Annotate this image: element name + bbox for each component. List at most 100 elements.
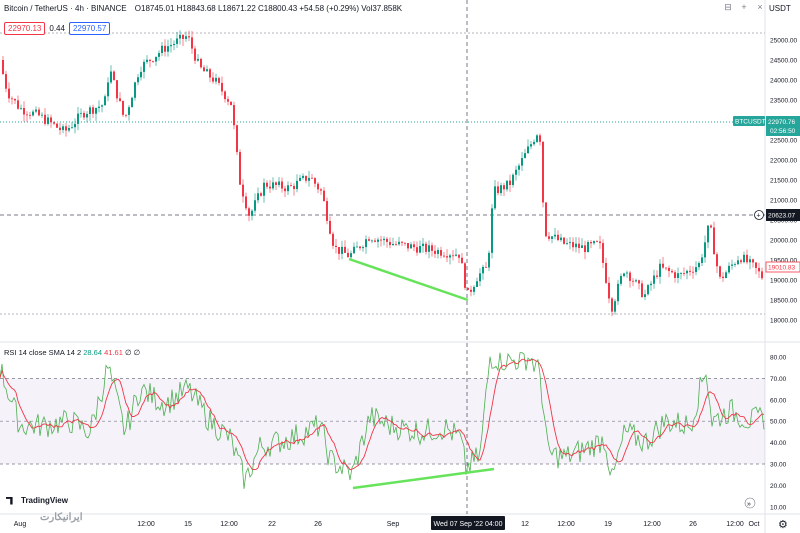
current-price-label: 19010.83 — [768, 265, 795, 272]
rsi-tick-label: 60.00 — [770, 397, 787, 404]
candle-body — [341, 246, 343, 254]
candle-body — [215, 77, 217, 82]
candle-body — [71, 127, 73, 129]
candle-body — [377, 239, 379, 242]
candle-body — [353, 246, 355, 254]
candle-body — [278, 181, 280, 185]
candle-body — [152, 61, 154, 62]
candle-body — [707, 225, 709, 243]
candle-body — [77, 113, 79, 124]
candle-body — [185, 36, 187, 39]
time-tick-label: 26 — [689, 521, 697, 528]
candle-body — [755, 262, 757, 268]
candle-body — [737, 260, 739, 265]
candle-body — [314, 178, 316, 184]
price-divergence-line — [348, 257, 469, 302]
candle-body — [50, 117, 52, 123]
rsi-tick-label: 30.00 — [770, 462, 787, 469]
buy-button[interactable]: 22970.57 — [68, 22, 111, 35]
candle-body — [533, 141, 535, 145]
candle-body — [509, 180, 511, 185]
price-tick-label: 22000.00 — [770, 158, 797, 165]
time-tick-label: 12:00 — [220, 521, 238, 528]
candle-body — [389, 241, 391, 246]
rsi-value: 28.64 — [83, 348, 102, 357]
candle-body — [95, 108, 97, 114]
candle-body — [749, 259, 751, 263]
candle-body — [455, 254, 457, 256]
candle-body — [206, 69, 208, 72]
gear-icon[interactable]: ⚙ — [778, 519, 788, 531]
rsi-divergence-line — [352, 467, 495, 490]
candle-body — [449, 255, 451, 258]
time-tick-label: 12:00 — [137, 521, 155, 528]
price-tick-label: 18500.00 — [770, 298, 797, 305]
candle-body — [647, 285, 649, 295]
candle-body — [740, 260, 742, 263]
candle-body — [440, 250, 442, 256]
candle-body — [536, 135, 538, 142]
price-tick-label: 23500.00 — [770, 98, 797, 105]
sell-button[interactable]: 22970.13 — [4, 22, 46, 35]
candle-body — [407, 243, 409, 249]
symbol-header: Bitcoin / TetherUS · 4h · BINANCE O18745… — [4, 4, 402, 13]
candle-body — [713, 227, 715, 255]
candle-body — [260, 193, 262, 196]
candle-body — [158, 53, 160, 57]
candle-body — [14, 98, 16, 101]
scroll-right-glyph: » — [747, 501, 751, 508]
candle-body — [104, 96, 106, 106]
candle-body — [506, 180, 508, 190]
crosshair-time-label: Wed 07 Sep '22 04:00 — [434, 521, 503, 528]
candle-body — [368, 239, 370, 241]
candle-body — [296, 180, 298, 190]
price-tick-label: 22500.00 — [770, 138, 797, 145]
candle-body — [608, 282, 610, 299]
zoom-out-icon[interactable]: ⊟ — [724, 2, 732, 12]
candle-body — [20, 107, 22, 109]
candle-body — [572, 242, 574, 248]
time-tick-label: Sep — [387, 521, 400, 528]
price-tick-label: 24500.00 — [770, 58, 797, 65]
candle-body — [461, 257, 463, 264]
time-tick-label: 15 — [184, 521, 192, 528]
candle-body — [380, 239, 382, 241]
candle-body — [236, 125, 238, 153]
candle-body — [710, 225, 712, 228]
candle-body — [458, 254, 460, 258]
candle-body — [629, 272, 631, 281]
candle-body — [59, 127, 61, 131]
candle-body — [308, 177, 310, 181]
candle-body — [251, 210, 253, 216]
candle-body — [23, 107, 25, 115]
candle-body — [761, 271, 763, 279]
add-alert-icon — [754, 210, 764, 220]
candle-body — [611, 298, 613, 312]
candle-body — [362, 247, 364, 249]
candle-body — [644, 294, 646, 297]
candle-body — [53, 122, 55, 124]
candle-body — [635, 280, 637, 282]
last-price-label: 22970.76 — [768, 119, 795, 126]
close-icon[interactable]: × — [757, 2, 763, 12]
candle-body — [431, 245, 433, 251]
candle-body — [119, 98, 121, 101]
candle-body — [92, 107, 94, 114]
candle-body — [539, 135, 541, 142]
price-tick-label: 19000.00 — [770, 278, 797, 285]
candle-body — [545, 202, 547, 237]
candle-body — [743, 254, 745, 263]
candle-body — [101, 105, 103, 107]
candle-body — [305, 175, 307, 181]
candle-body — [482, 266, 484, 274]
candle-body — [617, 283, 619, 302]
candle-body — [419, 245, 421, 253]
candle-body — [173, 43, 175, 46]
candle-body — [731, 264, 733, 266]
candle-body — [602, 243, 604, 263]
candle-body — [302, 175, 304, 178]
plus-icon[interactable]: + — [741, 2, 747, 12]
candle-body — [221, 82, 223, 92]
candle-body — [581, 245, 583, 248]
